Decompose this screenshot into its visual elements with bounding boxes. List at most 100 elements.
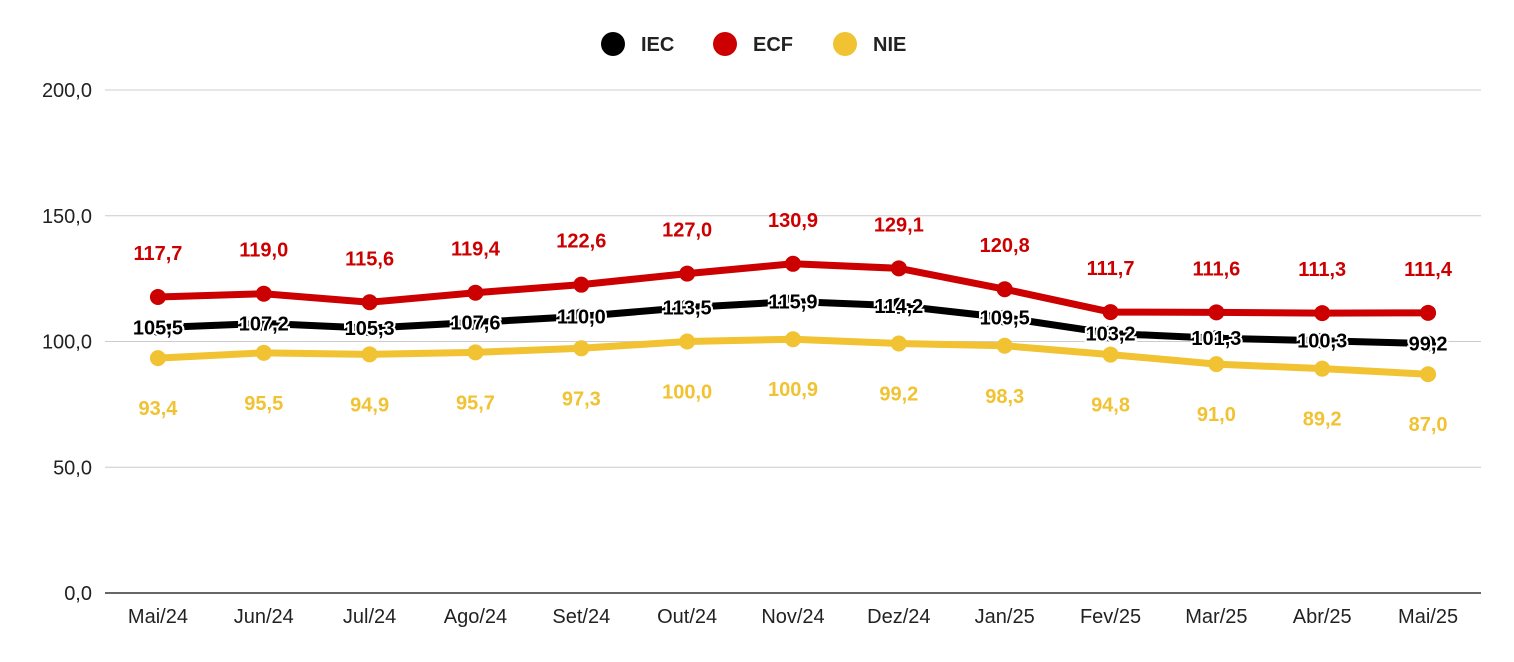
x-tick-label: Abr/25 — [1293, 606, 1352, 628]
x-tick-label: Jun/24 — [234, 606, 294, 628]
data-label-ecf: 127,0 — [662, 220, 712, 242]
y-tick-label: 0,0 — [64, 583, 92, 605]
data-label-iec: 100,3 — [1297, 331, 1347, 353]
point-nie — [679, 333, 696, 350]
legend-marker-ecf — [713, 32, 737, 56]
data-label-nie: 95,7 — [456, 392, 495, 414]
data-label-iec: 110,0 — [557, 306, 606, 328]
point-ecf — [1420, 304, 1437, 321]
x-tick-label: Jul/24 — [343, 606, 396, 628]
legend-label-nie: NIE — [873, 34, 906, 56]
point-iec — [255, 315, 272, 332]
data-labels: 93,4 95,5 94,9 95,7 97,3 100,0 100,9 99,2 98,3 94… — [131, 210, 1453, 436]
point-ecf — [149, 288, 166, 305]
data-label-nie: 94,8 — [1091, 395, 1130, 417]
data-label-nie: 91,0 — [1197, 404, 1236, 426]
point-ecf — [1102, 304, 1119, 321]
legend-marker-iec — [601, 32, 625, 56]
data-label-ecf: 119,0 — [239, 240, 288, 262]
data-label-nie: 97,3 — [562, 388, 601, 410]
data-label-ecf: 117,7 — [133, 243, 182, 265]
x-tick-label: Nov/24 — [761, 606, 824, 628]
data-label-iec: 99,2 — [1409, 334, 1448, 356]
data-label-nie: 100,9 — [768, 379, 818, 401]
data-label-iec: 107,6 — [450, 312, 500, 334]
legend-marker-nie — [833, 32, 857, 56]
data-label-ecf: 111,3 — [1298, 259, 1346, 281]
data-label-iec: 115,9 — [769, 292, 818, 314]
data-label-nie: 87,0 — [1409, 414, 1448, 436]
point-nie — [1420, 366, 1437, 383]
series-points — [149, 255, 1437, 383]
data-label-iec: 105,5 — [133, 318, 183, 340]
x-tick-label: Set/24 — [552, 606, 610, 628]
point-iec — [361, 320, 378, 337]
point-iec — [573, 308, 590, 325]
point-nie — [1314, 360, 1331, 377]
data-label-nie: 100,0 — [662, 382, 712, 404]
point-ecf — [890, 260, 907, 277]
y-tick-label: 150,0 — [42, 206, 92, 228]
legend-label-iec: IEC — [641, 34, 674, 56]
point-nie — [255, 344, 272, 361]
point-ecf — [573, 276, 590, 293]
point-iec — [679, 299, 696, 316]
y-tick-label: 200,0 — [42, 80, 92, 102]
point-ecf — [1208, 304, 1225, 321]
x-tick-label: Mar/25 — [1185, 606, 1247, 628]
point-iec — [785, 293, 801, 310]
point-nie — [890, 335, 907, 352]
legend-label-ecf: ECF — [753, 34, 793, 56]
x-tick-label: Dez/24 — [867, 606, 930, 628]
data-label-nie: 99,2 — [879, 384, 918, 406]
point-ecf — [255, 285, 272, 302]
point-ecf — [785, 255, 801, 272]
data-label-nie: 95,5 — [244, 393, 283, 415]
data-label-iec: 109,5 — [980, 308, 1030, 330]
point-iec — [149, 319, 166, 336]
data-label-ecf: 122,6 — [556, 231, 606, 253]
data-label-nie: 93,4 — [138, 398, 178, 420]
point-nie — [573, 340, 590, 357]
x-tick-label: Ago/24 — [444, 606, 507, 628]
point-iec — [1208, 330, 1225, 347]
point-nie — [1208, 356, 1225, 373]
x-tick-label: Jan/25 — [975, 606, 1035, 628]
point-nie — [1102, 346, 1119, 363]
data-label-nie: 98,3 — [985, 386, 1024, 408]
data-label-iec: 101,3 — [1191, 328, 1241, 350]
point-nie — [467, 344, 484, 361]
data-label-ecf: 115,6 — [345, 248, 394, 270]
point-iec — [467, 314, 484, 331]
point-ecf — [679, 265, 696, 282]
data-label-nie: 94,9 — [350, 394, 389, 416]
data-label-iec: 113,5 — [663, 298, 712, 320]
point-iec — [890, 297, 907, 314]
y-tick-label: 100,0 — [42, 332, 92, 354]
y-axis: 0,0 50,0 100,0 150,0 200,0 — [42, 80, 92, 605]
data-label-ecf: 111,7 — [1087, 258, 1135, 280]
data-label-ecf: 119,4 — [451, 239, 501, 261]
point-nie — [361, 346, 378, 363]
point-ecf — [467, 284, 484, 301]
data-label-ecf: 111,6 — [1192, 258, 1240, 280]
data-label-ecf: 120,8 — [980, 235, 1030, 257]
point-iec — [1102, 325, 1119, 342]
data-label-iec: 107,2 — [239, 313, 289, 335]
point-iec — [1314, 332, 1331, 349]
x-axis: Mai/24 Jun/24 Jul/24 Ago/24 Set/24 Out/24 Nov/… — [128, 606, 1458, 628]
point-nie — [149, 350, 166, 367]
data-label-iec: 105,3 — [345, 318, 395, 340]
data-label-ecf: 129,1 — [874, 214, 924, 236]
point-nie — [785, 331, 801, 348]
data-label-nie: 89,2 — [1303, 409, 1342, 431]
x-tick-label: Fev/25 — [1080, 606, 1141, 628]
point-iec — [996, 309, 1013, 326]
chart-legend: IEC ECF NIE — [601, 32, 906, 56]
data-label-ecf: 111,4 — [1404, 259, 1453, 281]
point-ecf — [361, 294, 378, 311]
x-tick-label: Mai/24 — [128, 606, 188, 628]
data-label-ecf: 130,9 — [768, 210, 818, 232]
x-tick-label: Mai/25 — [1398, 606, 1458, 628]
x-tick-label: Out/24 — [657, 606, 717, 628]
